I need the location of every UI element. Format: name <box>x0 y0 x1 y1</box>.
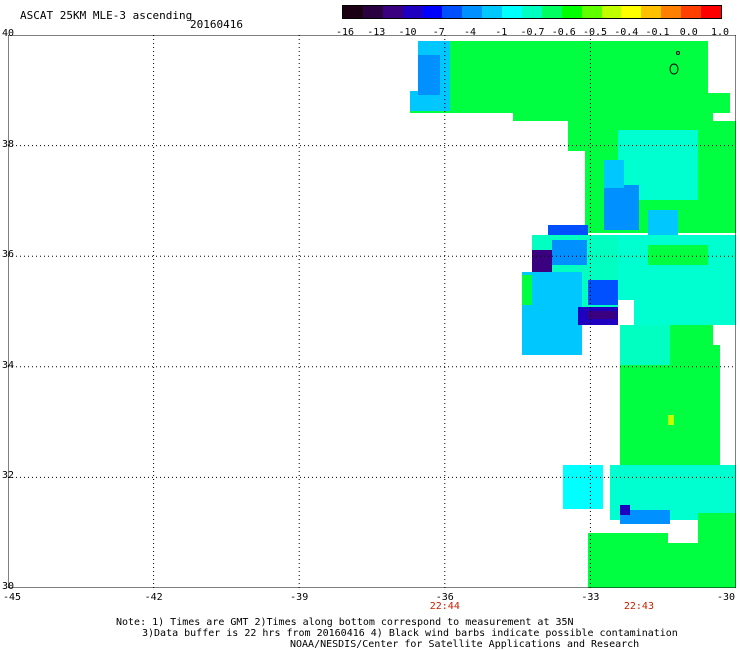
legend-tick-label: -4 <box>463 27 477 38</box>
legend-color-swatch <box>402 6 423 18</box>
map-title: ASCAT 25KM MLE-3 ascending <box>20 9 193 22</box>
legend-color-swatch <box>522 6 542 18</box>
longitude-label: -42 <box>144 592 163 603</box>
legend-tick-label: -0.4 <box>614 27 639 38</box>
legend-tick-label: -10 <box>398 27 417 38</box>
map-grid <box>8 35 736 588</box>
legend-color-swatch <box>561 6 582 18</box>
legend-tick-label: -7 <box>432 27 445 38</box>
legend-tick-label: -0.1 <box>645 27 670 38</box>
legend-tick-label: -0.5 <box>582 27 608 38</box>
legend-color-swatch <box>482 6 503 18</box>
legend-color-swatch <box>601 6 622 18</box>
legend-color-swatch <box>541 6 562 18</box>
note-line-1: Note: 1) Times are GMT 2)Times along bot… <box>116 617 574 628</box>
legend-color-swatch <box>621 6 642 18</box>
legend-color-swatch <box>661 6 682 18</box>
legend-color-swatch <box>581 6 602 18</box>
time-label: 22:43 <box>623 601 654 612</box>
legend-color-swatch <box>701 6 721 18</box>
latitude-label: 32 <box>2 470 15 482</box>
legend-color-swatch <box>641 6 662 18</box>
latitude-label: 40 <box>2 28 15 39</box>
longitude-label: -36 <box>435 592 454 603</box>
longitude-label: -45 <box>2 592 22 603</box>
legend-tick-label: -13 <box>367 27 386 38</box>
longitude-label: -33 <box>581 592 600 603</box>
legend-color-swatch <box>502 6 523 18</box>
longitude-label: -30 <box>716 592 736 603</box>
legend-color-swatch <box>462 6 483 18</box>
latitude-label: 38 <box>2 138 15 150</box>
latitude-label: 30 <box>2 581 15 592</box>
legend-color-swatch <box>362 6 383 18</box>
map-date: 20160416 <box>190 18 243 31</box>
legend-color-swatch <box>343 6 363 18</box>
legend-tick-label: 1.0 <box>710 27 730 38</box>
legend-color-swatch <box>442 6 463 18</box>
swath-data <box>410 41 736 588</box>
legend-tick-label: -16 <box>335 27 355 38</box>
color-legend-bar <box>342 5 722 19</box>
note-line-3: NOAA/NESDIS/Center for Satellite Applica… <box>290 639 640 650</box>
legend-tick-label: -1 <box>495 27 508 38</box>
swath-map <box>8 35 736 588</box>
longitude-label: -39 <box>290 592 309 603</box>
legend-color-swatch <box>422 6 443 18</box>
legend-tick-label: 0.0 <box>679 27 698 38</box>
latitude-label: 36 <box>2 249 15 261</box>
latitude-label: 34 <box>2 359 15 371</box>
note-line-2: 3)Data buffer is 22 hrs from 20160416 4)… <box>142 628 678 639</box>
legend-color-swatch <box>382 6 403 18</box>
time-label: 22:44 <box>429 601 460 612</box>
legend-tick-label: -0.6 <box>551 27 576 38</box>
legend-tick-label: -0.7 <box>520 27 545 38</box>
legend-color-swatch <box>681 6 702 18</box>
